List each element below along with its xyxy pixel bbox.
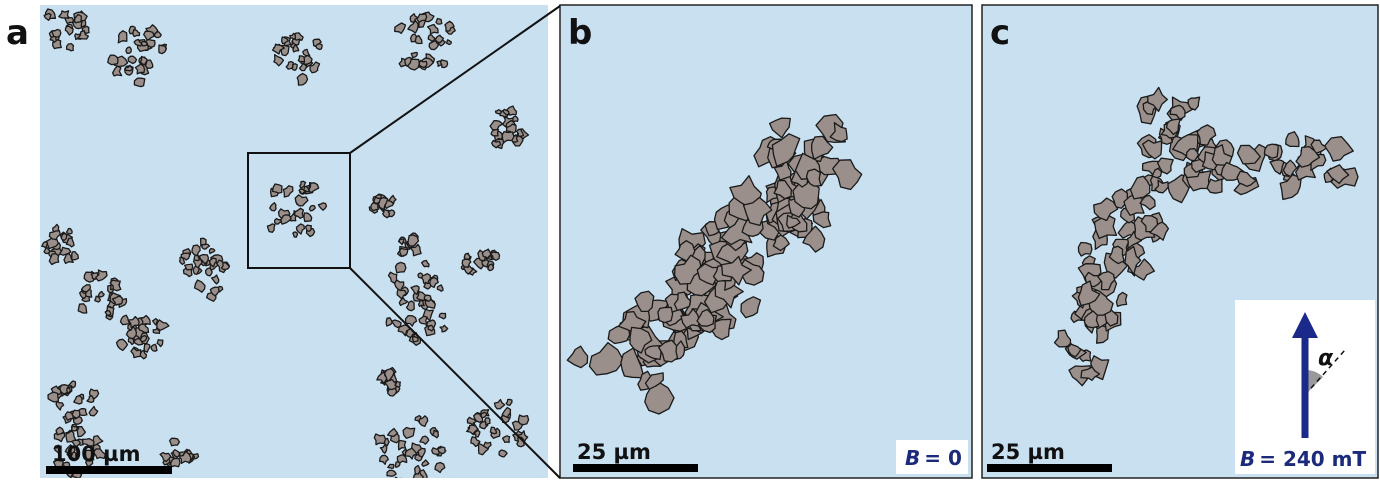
domain bbox=[441, 60, 448, 68]
domain bbox=[146, 60, 153, 68]
domain bbox=[395, 462, 400, 468]
domain bbox=[413, 336, 419, 341]
domain bbox=[400, 248, 408, 256]
domain bbox=[1207, 179, 1222, 193]
figure: a b c 100 µm 25 µm 25 µm B= 0 α B= 240 m… bbox=[0, 0, 1380, 482]
scale-bar-label: 100 µm bbox=[52, 442, 140, 466]
scale-bar bbox=[987, 464, 1112, 472]
domain bbox=[518, 415, 528, 425]
domain bbox=[297, 74, 307, 86]
domain bbox=[67, 44, 74, 51]
domain bbox=[418, 273, 423, 278]
domain bbox=[436, 19, 442, 25]
domain bbox=[108, 55, 118, 65]
field-label: B= 240 mT bbox=[1240, 447, 1367, 471]
domain bbox=[658, 307, 673, 322]
domain bbox=[206, 268, 213, 276]
domain bbox=[71, 426, 77, 431]
panel-a-image bbox=[40, 5, 548, 478]
domain bbox=[126, 47, 131, 53]
domain bbox=[65, 412, 73, 420]
domain bbox=[61, 234, 67, 241]
scale-bar-label: 25 µm bbox=[577, 440, 651, 464]
field-value: = 240 mT bbox=[1259, 447, 1366, 471]
domain bbox=[395, 478, 402, 482]
domain bbox=[371, 203, 379, 211]
panel-b-image bbox=[560, 5, 972, 478]
scale-bar-label: 25 µm bbox=[991, 440, 1065, 464]
domain bbox=[502, 132, 514, 143]
scale-bar bbox=[46, 466, 172, 474]
domain bbox=[273, 184, 282, 193]
domain bbox=[306, 225, 312, 231]
scale-bar bbox=[573, 464, 698, 472]
field-value: = 0 bbox=[924, 446, 962, 470]
domain bbox=[491, 130, 498, 136]
panel-label: a bbox=[6, 13, 29, 53]
domain bbox=[488, 264, 494, 271]
domain bbox=[464, 254, 469, 260]
domain bbox=[170, 438, 180, 446]
domain bbox=[293, 232, 298, 237]
domain bbox=[78, 304, 87, 313]
domain bbox=[403, 428, 415, 439]
domain bbox=[170, 458, 180, 466]
domain bbox=[267, 224, 275, 232]
domain bbox=[485, 418, 490, 425]
domain bbox=[60, 385, 69, 394]
domain bbox=[419, 61, 427, 68]
domain bbox=[159, 45, 167, 54]
domain bbox=[396, 262, 406, 272]
domain bbox=[395, 477, 402, 482]
field-symbol: B bbox=[905, 446, 920, 470]
domain bbox=[316, 44, 322, 50]
domain bbox=[415, 466, 421, 475]
domain bbox=[292, 39, 300, 45]
domain bbox=[1078, 243, 1092, 257]
domain bbox=[496, 110, 502, 114]
panel-label: b bbox=[568, 13, 592, 53]
field-label: B= 0 bbox=[905, 446, 962, 470]
domain bbox=[411, 53, 417, 58]
domain bbox=[298, 56, 304, 62]
domain bbox=[151, 344, 157, 351]
domain bbox=[387, 470, 396, 476]
domain bbox=[134, 78, 144, 86]
domain bbox=[506, 399, 512, 405]
angle-label: α bbox=[1318, 346, 1334, 371]
panel-label: c bbox=[990, 13, 1010, 53]
domain bbox=[142, 42, 148, 46]
domain bbox=[72, 410, 80, 418]
domain bbox=[388, 210, 395, 217]
domain bbox=[118, 31, 127, 43]
field-symbol: B bbox=[1240, 447, 1255, 471]
domain bbox=[374, 434, 385, 445]
